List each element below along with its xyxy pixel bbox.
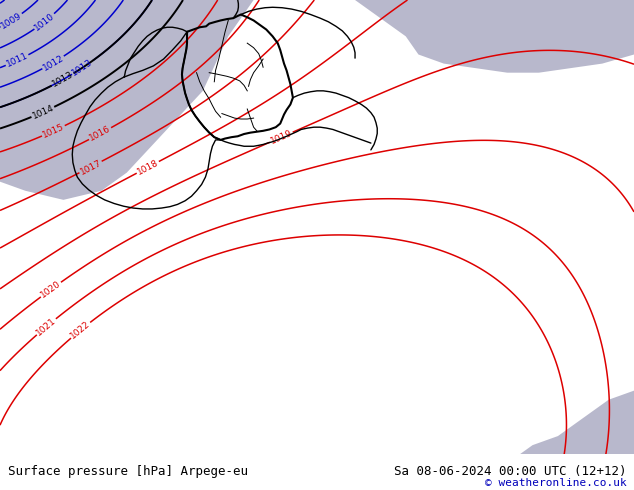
Text: 1010: 1010: [33, 11, 56, 32]
Text: Sa 08-06-2024 00:00 UTC (12+12): Sa 08-06-2024 00:00 UTC (12+12): [394, 465, 626, 478]
Text: 1009: 1009: [0, 11, 23, 30]
Text: 1020: 1020: [39, 279, 63, 300]
Text: 1022: 1022: [69, 319, 92, 341]
Text: 1017: 1017: [78, 158, 103, 176]
Text: © weatheronline.co.uk: © weatheronline.co.uk: [484, 478, 626, 488]
Text: 1013: 1013: [51, 70, 75, 89]
Text: 1019: 1019: [269, 128, 294, 146]
Polygon shape: [0, 0, 254, 200]
Text: 1016: 1016: [88, 124, 112, 143]
Text: 1021: 1021: [35, 316, 58, 338]
Text: 1015: 1015: [41, 122, 66, 140]
Text: 1013: 1013: [70, 57, 94, 78]
Text: 1014: 1014: [30, 103, 55, 121]
Polygon shape: [520, 391, 634, 454]
Text: 1018: 1018: [136, 158, 160, 177]
Polygon shape: [355, 0, 634, 73]
Text: 1011: 1011: [5, 51, 30, 69]
Text: Surface pressure [hPa] Arpege-eu: Surface pressure [hPa] Arpege-eu: [8, 465, 248, 478]
Text: 1012: 1012: [41, 53, 65, 73]
